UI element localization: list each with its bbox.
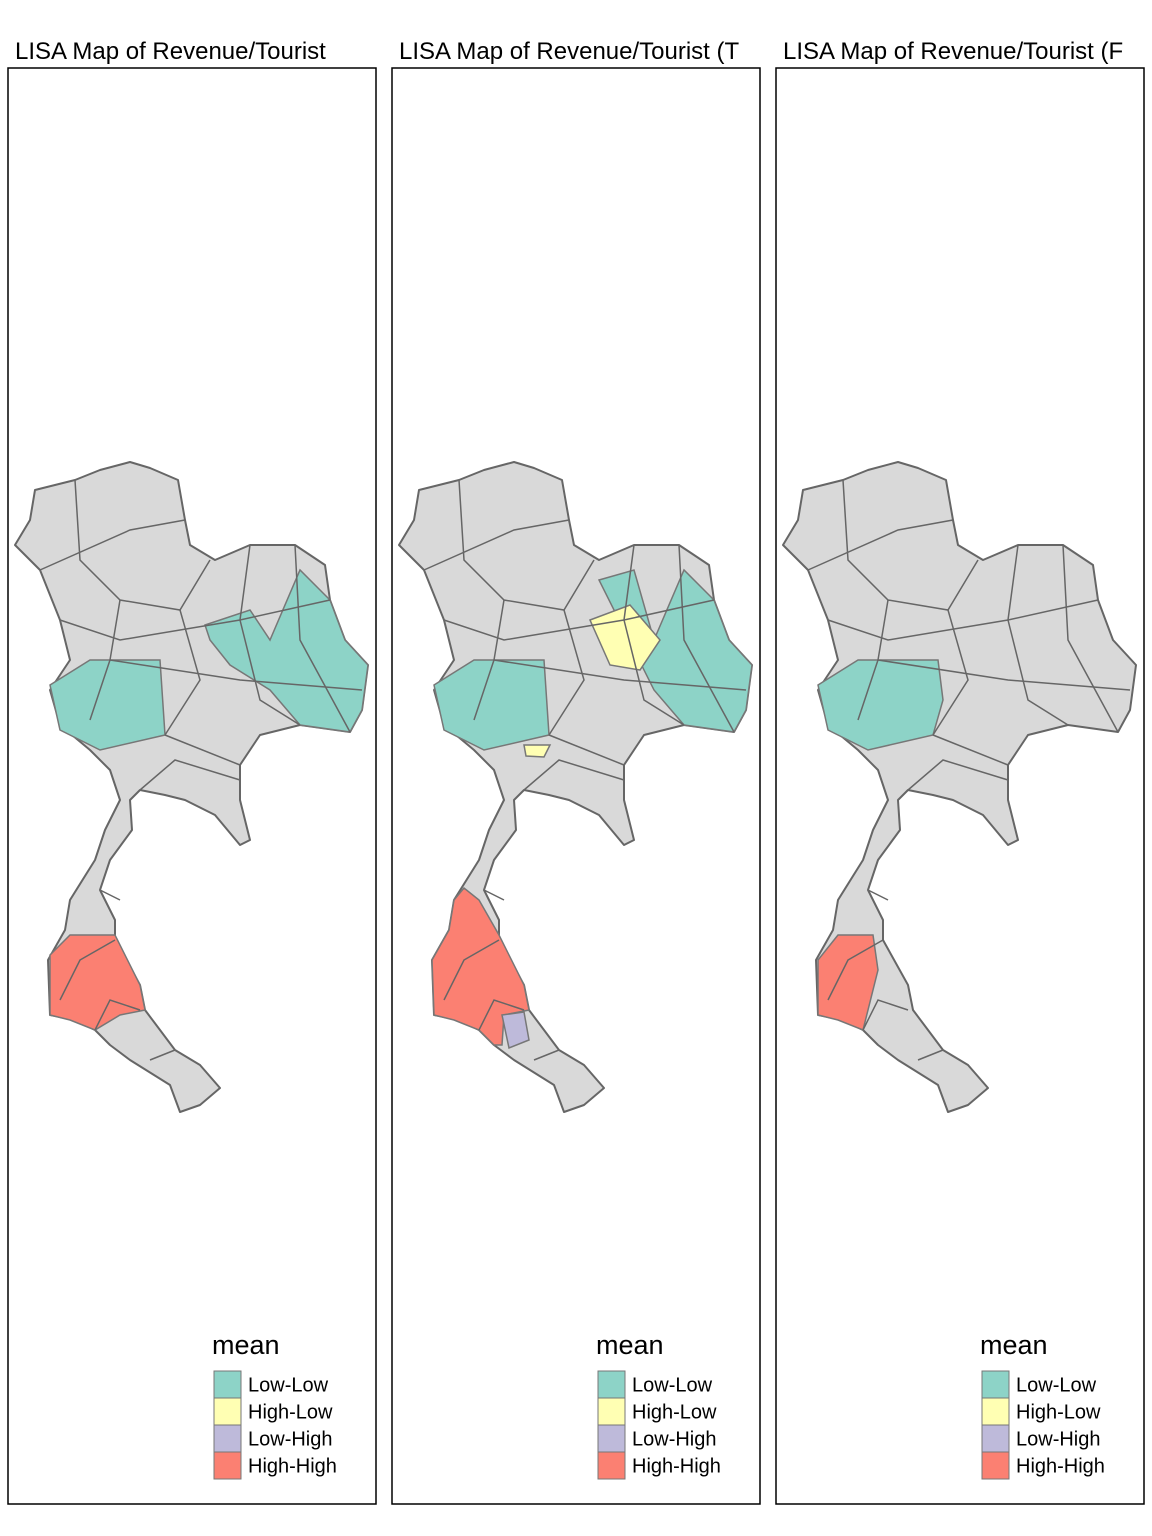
legend-label: Low-High: [1016, 1428, 1100, 1450]
province-border: [59, 599, 331, 641]
lisa-region: [588, 604, 661, 671]
legend-label: Low-High: [248, 1428, 332, 1450]
title-wrap: LISA Map of Revenue/Tourist: [15, 38, 326, 65]
province-border: [917, 1049, 944, 1061]
province-border: [164, 609, 201, 736]
province-border: [139, 759, 241, 791]
legend-swatch: [213, 1397, 242, 1426]
legend-label: Low-Low: [1016, 1374, 1097, 1396]
legend-swatch: [597, 1370, 626, 1399]
legend-swatch: [981, 1397, 1010, 1426]
legend-title: mean: [980, 1330, 1048, 1360]
panel-title: LISA Map of Revenue/Tourist (T: [399, 38, 740, 65]
province-border: [149, 1049, 176, 1061]
province-border: [59, 939, 116, 1001]
lisa-region: [49, 934, 146, 1031]
province-border: [483, 889, 505, 901]
lisa-region: [817, 659, 944, 751]
legend-swatch: [981, 1451, 1010, 1480]
lisa-region: [817, 934, 879, 1032]
province-border: [164, 734, 241, 766]
legend-label: Low-Low: [632, 1374, 713, 1396]
country-map: [14, 461, 369, 1113]
province-border: [294, 544, 351, 733]
legend-label: Low-Low: [248, 1374, 329, 1396]
province-border: [1007, 544, 1069, 726]
country-map: [782, 461, 1137, 1113]
province-border: [862, 999, 909, 1031]
title-wrap: LISA Map of Revenue/Tourist (F: [783, 38, 1123, 65]
legend-swatch: [213, 1370, 242, 1399]
province-border: [678, 544, 735, 733]
legend-swatch: [213, 1451, 242, 1480]
province-border: [478, 999, 525, 1031]
province-border: [827, 939, 884, 1001]
map-panel: mean Low-Low High-Low Low-High High-High: [775, 67, 1145, 1505]
legend-label: Low-High: [632, 1428, 716, 1450]
legend-swatch: [213, 1424, 242, 1453]
lisa-region: [501, 1011, 530, 1050]
legend-label: High-High: [248, 1455, 337, 1477]
province-border: [807, 519, 954, 571]
legend-title: mean: [212, 1330, 280, 1360]
province-border: [932, 609, 969, 736]
map-panel: mean Low-Low High-Low Low-High High-High: [391, 67, 761, 1505]
province-border: [877, 659, 1131, 691]
province-border: [493, 659, 747, 691]
province-border: [1062, 544, 1119, 733]
map-panel: mean Low-Low High-Low Low-High High-High: [7, 67, 377, 1505]
legend-label: High-High: [1016, 1455, 1105, 1477]
legend-swatch: [597, 1424, 626, 1453]
legend-swatch: [981, 1370, 1010, 1399]
province-border: [523, 759, 625, 791]
lisa-region: [523, 744, 552, 758]
province-border: [239, 544, 301, 726]
panel-title: LISA Map of Revenue/Tourist (F: [783, 38, 1123, 65]
legend-swatch: [597, 1451, 626, 1480]
province-border: [548, 734, 625, 766]
province-border: [533, 1049, 560, 1061]
panel-title: LISA Map of Revenue/Tourist: [15, 38, 326, 65]
province-border: [94, 999, 141, 1031]
legend-label: High-Low: [1016, 1401, 1101, 1423]
legend-label: High-High: [632, 1455, 721, 1477]
province-border: [109, 659, 363, 691]
legend-swatch: [597, 1397, 626, 1426]
province-border: [623, 544, 685, 726]
legend-label: High-Low: [632, 1401, 717, 1423]
province-border: [443, 599, 715, 641]
legend-label: High-Low: [248, 1401, 333, 1423]
title-wrap: LISA Map of Revenue/Tourist (T: [399, 38, 740, 65]
province-border: [443, 939, 500, 1001]
province-border: [827, 599, 1099, 641]
province-border: [39, 519, 186, 571]
province-border: [548, 609, 585, 736]
province-border: [867, 889, 889, 901]
province-border: [99, 889, 121, 901]
legend-title: mean: [596, 1330, 664, 1360]
country-map: [398, 461, 753, 1113]
legend-swatch: [981, 1424, 1010, 1453]
province-border: [932, 734, 1009, 766]
province-border: [423, 519, 570, 571]
lisa-region: [431, 886, 530, 1046]
province-border: [907, 759, 1009, 791]
